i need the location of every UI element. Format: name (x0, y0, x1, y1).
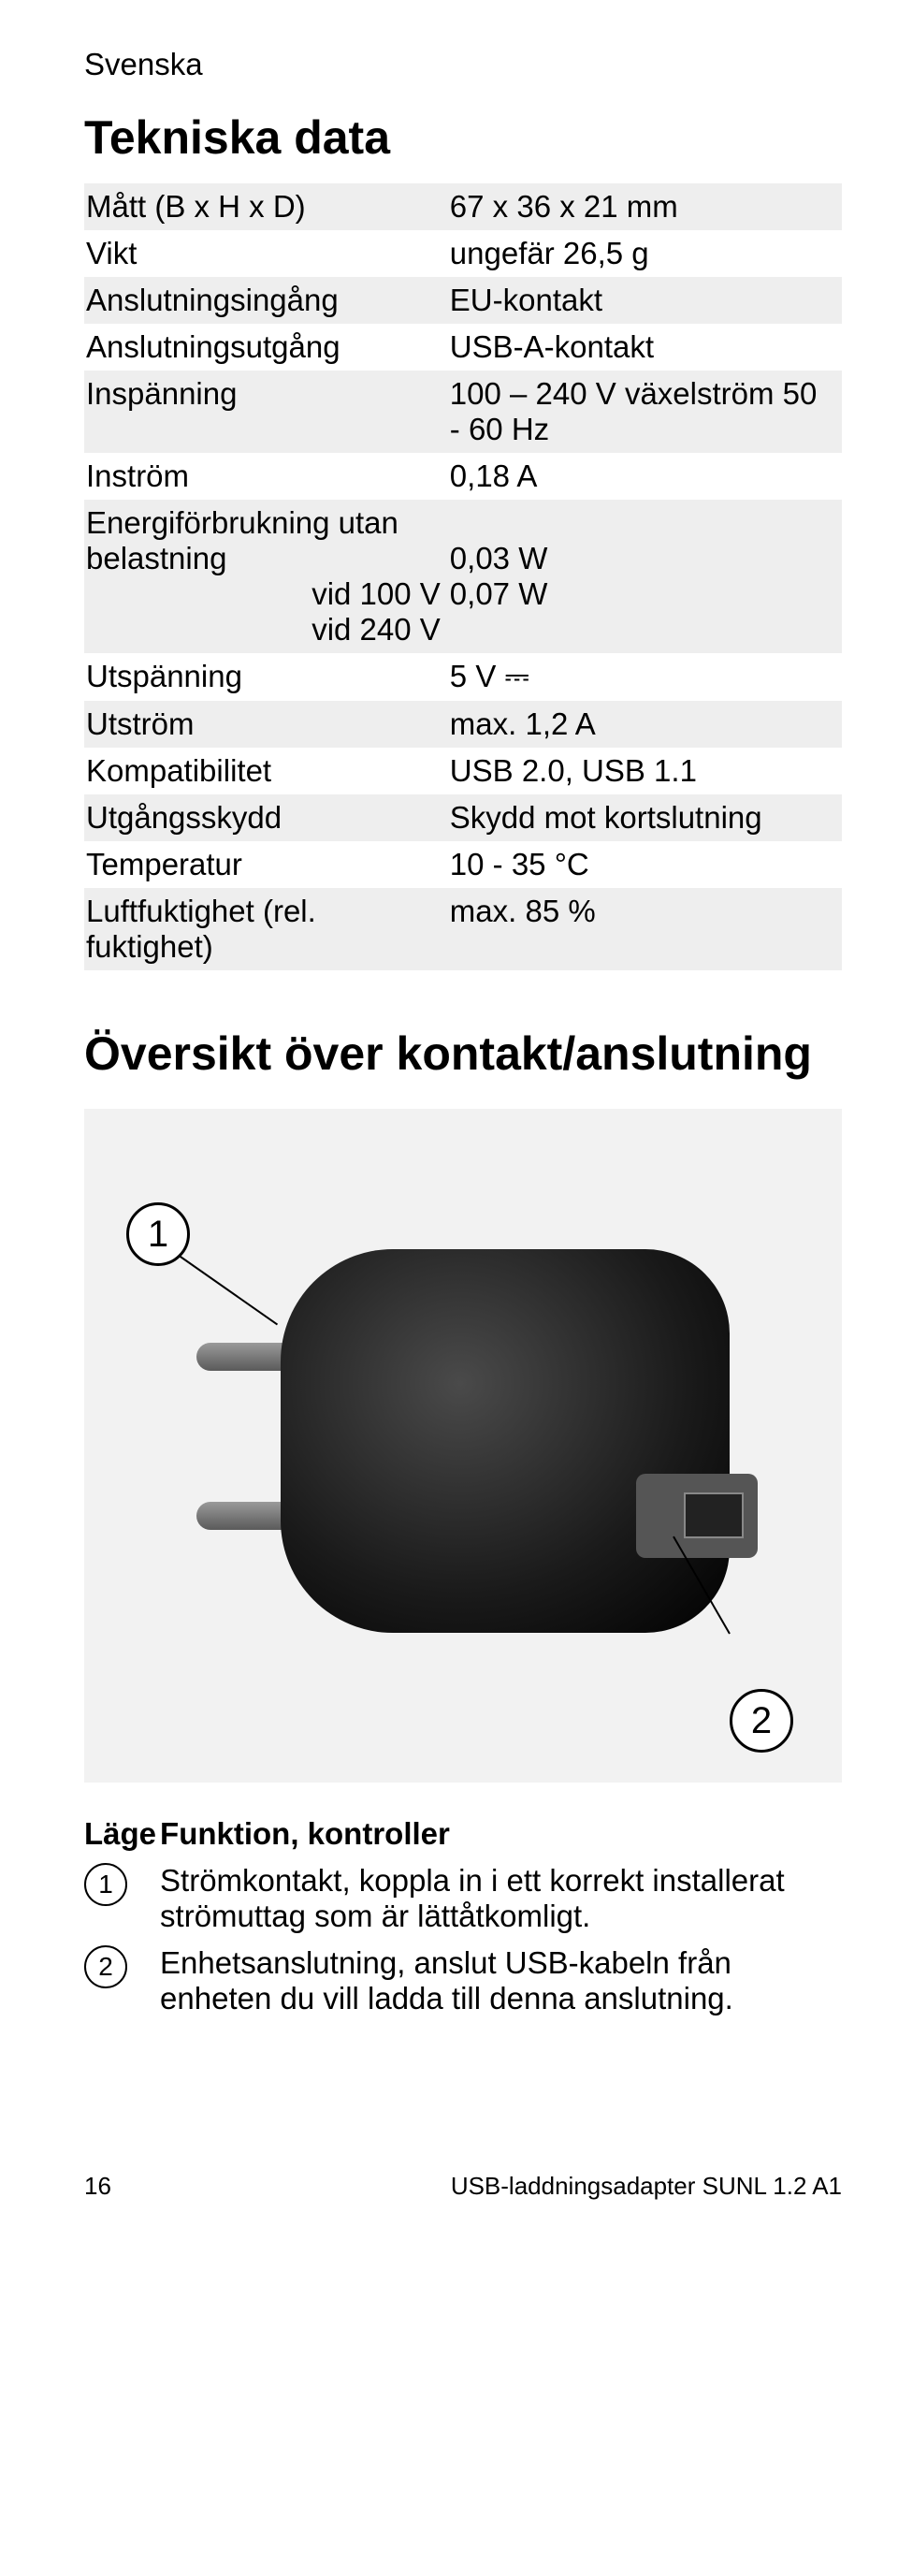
spec-value: EU-kontakt (448, 277, 842, 324)
table-row: Luftfuktighet (rel. fuktighet) max. 85 % (84, 888, 842, 970)
table-row: Vikt ungefär 26,5 g (84, 230, 842, 277)
table-header-row: Läge Funktion, kontroller (84, 1811, 842, 1857)
page-number: 16 (84, 2172, 111, 2201)
spec-value: ungefär 26,5 g (448, 230, 842, 277)
table-row: Utspänning 5 V ⎓ (84, 653, 842, 701)
energy-label-main: Energiförbrukning utan belastning (86, 505, 398, 575)
spec-label: Inspänning (84, 371, 448, 453)
pos-num: 2 (84, 1940, 160, 2022)
pos-header-num: Läge (84, 1811, 160, 1857)
usb-port-icon (636, 1474, 758, 1558)
table-row: 1 Strömkontakt, koppla in i ett korrekt … (84, 1857, 842, 1940)
energy-sub2-value: 0,07 W (450, 576, 834, 612)
table-row: Inström 0,18 A (84, 453, 842, 500)
spec-label: Luftfuktighet (rel. fuktighet) (84, 888, 448, 970)
spec-label: Utgångsskydd (84, 794, 448, 841)
spec-value: max. 1,2 A (448, 701, 842, 748)
spec-label: Mått (B x H x D) (84, 183, 448, 230)
spec-value: 5 V ⎓ (448, 653, 842, 701)
spec-value: 0,18 A (448, 453, 842, 500)
energy-sub1-label: vid 100 V (311, 576, 441, 612)
table-row: Mått (B x H x D) 67 x 36 x 21 mm (84, 183, 842, 230)
plug-body-icon (281, 1249, 730, 1633)
pos-num: 1 (84, 1857, 160, 1940)
energy-sub1-value: 0,03 W (450, 541, 834, 576)
spec-label: Anslutningsutgång (84, 324, 448, 371)
spec-label: Kompatibilitet (84, 748, 448, 794)
table-row: 2 Enhetsanslutning, anslut USB-kabeln fr… (84, 1940, 842, 2022)
table-row: Anslutningsutgång USB-A-kontakt (84, 324, 842, 371)
spec-label: Utspänning (84, 653, 448, 701)
pos-text: Strömkontakt, koppla in i ett korrekt in… (160, 1857, 842, 1940)
spec-value: Skydd mot kortslutning (448, 794, 842, 841)
leader-line (177, 1254, 278, 1325)
callout-2: 2 (730, 1689, 793, 1753)
spec-value: 10 - 35 °C (448, 841, 842, 888)
spec-table: Mått (B x H x D) 67 x 36 x 21 mm Vikt un… (84, 183, 842, 970)
pos-header-func: Funktion, kontroller (160, 1811, 842, 1857)
spec-label: Energiförbrukning utan belastning vid 10… (84, 500, 448, 653)
spec-label: Anslutningsingång (84, 277, 448, 324)
overview-title: Översikt över kontakt/anslutning (84, 1026, 842, 1081)
spec-value: USB 2.0, USB 1.1 (448, 748, 842, 794)
product-figure: 1 2 (84, 1109, 842, 1783)
energy-sub2-label: vid 240 V (311, 612, 441, 648)
spec-value: 67 x 36 x 21 mm (448, 183, 842, 230)
table-row: Utström max. 1,2 A (84, 701, 842, 748)
circled-number-icon: 1 (84, 1863, 127, 1906)
spec-label: Utström (84, 701, 448, 748)
table-row: Energiförbrukning utan belastning vid 10… (84, 500, 842, 653)
spec-value: max. 85 % (448, 888, 842, 970)
table-row: Utgångsskydd Skydd mot kortslutning (84, 794, 842, 841)
table-row: Temperatur 10 - 35 °C (84, 841, 842, 888)
language-header: Svenska (84, 47, 842, 82)
position-table: Läge Funktion, kontroller 1 Strömkontakt… (84, 1811, 842, 2022)
table-row: Anslutningsingång EU-kontakt (84, 277, 842, 324)
page-footer: 16 USB-laddningsadapter SUNL 1.2 A1 (84, 2172, 842, 2201)
product-name: USB-laddningsadapter SUNL 1.2 A1 (451, 2172, 842, 2201)
spec-value: 0,03 W 0,07 W (448, 500, 842, 653)
spec-label: Temperatur (84, 841, 448, 888)
circled-number-icon: 2 (84, 1945, 127, 1988)
table-row: Inspänning 100 – 240 V växelström 50 - 6… (84, 371, 842, 453)
callout-1: 1 (126, 1202, 190, 1266)
spec-label: Inström (84, 453, 448, 500)
spec-value: 100 – 240 V växelström 50 - 60 Hz (448, 371, 842, 453)
tech-data-title: Tekniska data (84, 110, 842, 165)
pos-text: Enhetsanslutning, anslut USB-kabeln från… (160, 1940, 842, 2022)
usb-slot-icon (684, 1492, 744, 1538)
spec-value: USB-A-kontakt (448, 324, 842, 371)
table-row: Kompatibilitet USB 2.0, USB 1.1 (84, 748, 842, 794)
spec-label: Vikt (84, 230, 448, 277)
